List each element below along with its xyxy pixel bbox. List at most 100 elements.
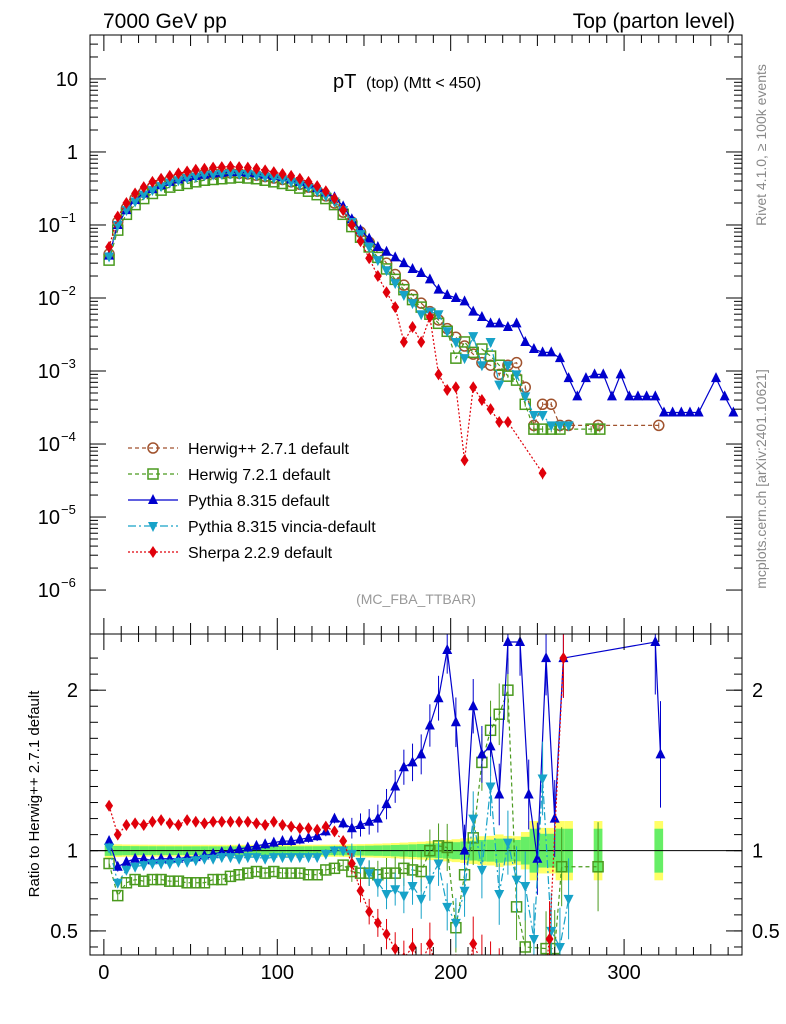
ratio-series-4-point: [139, 818, 148, 831]
ratio-series-3-point: [242, 853, 253, 864]
main-ytick-exponent: −3: [61, 356, 76, 371]
series-3-point: [554, 421, 565, 432]
series-3-point: [225, 169, 236, 180]
ratio-series-2-point: [468, 700, 479, 711]
ratio-series-4-point: [313, 823, 322, 836]
ratio-ytick-label-right: 1: [752, 841, 763, 863]
ratio-series-4-point: [461, 997, 469, 1009]
series-3-point: [476, 361, 487, 372]
ratio-series-2-point: [450, 716, 461, 727]
ratio-series-3-point: [407, 881, 418, 892]
ratio-series-2-point: [260, 838, 271, 849]
ratio-series-1-point: [268, 865, 280, 878]
series-2-point: [372, 240, 383, 251]
series-3-point: [364, 242, 375, 253]
ratio-series-4-point: [408, 940, 417, 953]
series-3-point: [450, 337, 461, 348]
series-2-point: [580, 372, 591, 383]
ratio-series-1-point: [138, 875, 150, 887]
main-ytick-label: 10: [56, 69, 78, 91]
ratio-series-3-point: [364, 869, 375, 880]
series-1-point: [594, 423, 606, 435]
series-3-point: [164, 178, 175, 189]
main-ytick-exponent: −2: [61, 283, 76, 298]
series-4-point: [252, 162, 261, 175]
ratio-series-3-point: [398, 891, 409, 902]
ratio-series-4-point: [330, 825, 339, 838]
ratio-series-2-point: [355, 818, 366, 829]
ratio-series-1-point: [233, 869, 245, 881]
ratio-series-2-point: [225, 844, 236, 855]
plot-title-sub: (top) (Mtt < 450): [366, 75, 481, 92]
ratio-series-2-point: [523, 788, 534, 799]
series-3-point: [390, 279, 401, 290]
ratio-series-2-point: [459, 844, 470, 855]
series-4-point: [148, 175, 157, 188]
ratio-series-2-point: [485, 740, 496, 751]
series-0-point: [519, 381, 531, 393]
ratio-series-3-point: [320, 849, 331, 860]
ratio-series-4-point: [243, 815, 252, 828]
series-1-point: [450, 352, 462, 364]
ratio-series-4-point: [339, 835, 348, 848]
series-2-point: [728, 406, 739, 417]
legend-label: Herwig++ 2.7.1 default: [188, 441, 350, 458]
ratio-series-1-point: [502, 684, 514, 696]
ratio-series-1-point: [415, 865, 427, 878]
header-right: Top (parton level): [573, 10, 735, 33]
ratio-ytick-label: 1: [67, 841, 78, 863]
main-ytick-label: 10: [38, 434, 60, 456]
series-2-point: [632, 390, 643, 401]
ratio-series-2-point: [398, 761, 409, 772]
ratio-series-3-point: [563, 894, 574, 905]
ratio-series-4-point: [304, 822, 313, 835]
series-3-point: [251, 171, 262, 182]
series-3-point: [355, 230, 366, 241]
series-4-point: [495, 416, 504, 429]
mcplots-label: mcplots.cern.ch [arXiv:2401.10621]: [753, 369, 769, 588]
ratio-series-3-point: [442, 902, 453, 913]
ratio-series-3-point: [130, 862, 141, 873]
series-3-point: [216, 169, 227, 180]
series-4-point: [105, 240, 114, 253]
ratio-series-4-point: [287, 820, 296, 833]
ratio-series-1-point: [164, 875, 176, 887]
series-2-point: [641, 390, 652, 401]
series-2-line: [108, 171, 734, 414]
ratio-series-2-point: [346, 822, 357, 833]
ratio-series-1-point: [129, 873, 141, 886]
series-2-point: [676, 406, 687, 417]
series-3-point: [242, 169, 253, 180]
series-3-point: [104, 252, 115, 263]
ratio-series-1-point: [337, 859, 349, 871]
ratio-series-2-point: [650, 636, 661, 647]
series-4-point: [235, 161, 244, 174]
series-3-point: [528, 410, 539, 421]
ratio-series-2-point: [121, 855, 132, 866]
series-4-point: [226, 160, 235, 173]
series-0-line: [108, 172, 659, 428]
ratio-series-1-point: [259, 867, 271, 879]
ratio-plot-frame: [89, 633, 743, 956]
ratio-xtick-label: 0: [98, 962, 109, 984]
series-3-point: [459, 354, 470, 365]
ratio-series-4-point: [261, 818, 270, 831]
series-4-point: [200, 162, 209, 175]
series-2-point: [710, 372, 721, 383]
ratio-series-2-point: [286, 835, 297, 846]
ratio-series-1-point: [120, 877, 133, 889]
ratio-series-4-point: [539, 989, 547, 1001]
ratio-series-3-point: [104, 843, 115, 854]
series-0-point: [653, 419, 665, 432]
series-1-point: [467, 346, 479, 359]
series-4-point: [425, 310, 434, 323]
series-4-point: [503, 416, 512, 429]
series-4-point: [408, 321, 417, 334]
ratio-series-2-point: [303, 831, 314, 842]
series-3-point: [511, 370, 522, 381]
ratio-series-2-point: [104, 835, 115, 846]
legend-marker: [149, 546, 157, 558]
ratio-series-3-point: [173, 857, 184, 868]
ratio-series-3-point: [372, 878, 383, 889]
